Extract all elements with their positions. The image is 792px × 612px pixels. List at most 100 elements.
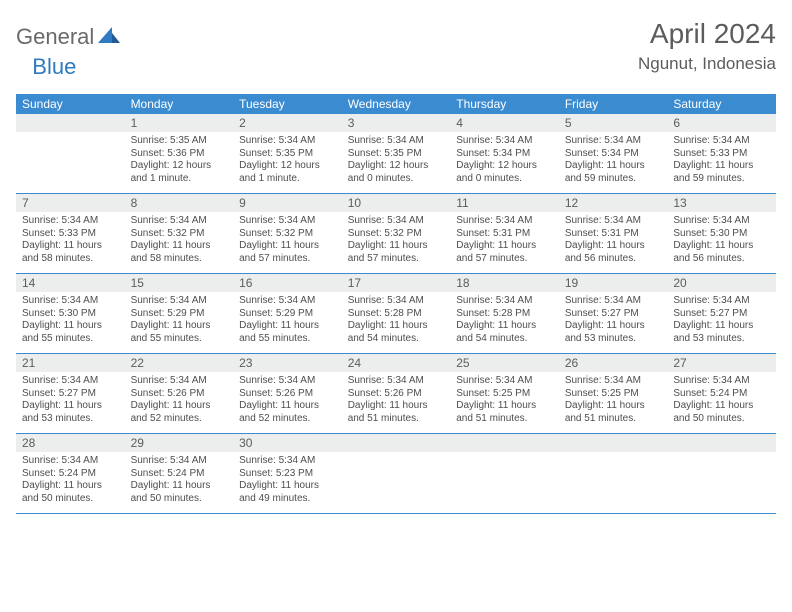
- calendar-week: 1Sunrise: 5:35 AMSunset: 5:36 PMDaylight…: [16, 114, 776, 194]
- logo-text-general: General: [16, 24, 94, 50]
- day-number: 15: [125, 274, 234, 292]
- calendar-week: 7Sunrise: 5:34 AMSunset: 5:33 PMDaylight…: [16, 194, 776, 274]
- day-number: 14: [16, 274, 125, 292]
- day-cell: [450, 434, 559, 514]
- sunset-text: Sunset: 5:33 PM: [673, 148, 770, 161]
- day-cell: [16, 114, 125, 194]
- sunset-text: Sunset: 5:29 PM: [239, 308, 336, 321]
- sunrise-text: Sunrise: 5:34 AM: [348, 295, 445, 308]
- logo-triangle-icon: [98, 27, 120, 48]
- sunset-text: Sunset: 5:24 PM: [22, 468, 119, 481]
- day-details: [342, 452, 451, 512]
- sunset-text: Sunset: 5:31 PM: [456, 228, 553, 241]
- day-number: 10: [342, 194, 451, 212]
- day-details: Sunrise: 5:34 AMSunset: 5:26 PMDaylight:…: [342, 372, 451, 433]
- day-details: Sunrise: 5:34 AMSunset: 5:34 PMDaylight:…: [450, 132, 559, 193]
- daylight-text: Daylight: 11 hours and 58 minutes.: [22, 240, 119, 265]
- sunset-text: Sunset: 5:26 PM: [131, 388, 228, 401]
- dow-saturday: Saturday: [667, 94, 776, 114]
- daylight-text: Daylight: 11 hours and 56 minutes.: [673, 240, 770, 265]
- daylight-text: Daylight: 11 hours and 57 minutes.: [239, 240, 336, 265]
- sunrise-text: Sunrise: 5:34 AM: [131, 455, 228, 468]
- sunset-text: Sunset: 5:24 PM: [673, 388, 770, 401]
- calendar-week: 28Sunrise: 5:34 AMSunset: 5:24 PMDayligh…: [16, 434, 776, 514]
- day-number: 13: [667, 194, 776, 212]
- sunrise-text: Sunrise: 5:34 AM: [348, 215, 445, 228]
- daylight-text: Daylight: 11 hours and 53 minutes.: [565, 320, 662, 345]
- day-details: [450, 452, 559, 512]
- calendar-page: General April 2024 Ngunut, Indonesia Gen…: [0, 0, 792, 524]
- month-title: April 2024: [638, 18, 776, 50]
- sunrise-text: Sunrise: 5:34 AM: [131, 215, 228, 228]
- day-number: 22: [125, 354, 234, 372]
- day-number: 3: [342, 114, 451, 132]
- daylight-text: Daylight: 12 hours and 0 minutes.: [348, 160, 445, 185]
- dow-thursday: Thursday: [450, 94, 559, 114]
- daylight-text: Daylight: 11 hours and 55 minutes.: [239, 320, 336, 345]
- day-number: [342, 434, 451, 452]
- day-number: 9: [233, 194, 342, 212]
- day-cell: 14Sunrise: 5:34 AMSunset: 5:30 PMDayligh…: [16, 274, 125, 354]
- daylight-text: Daylight: 11 hours and 54 minutes.: [456, 320, 553, 345]
- day-cell: 18Sunrise: 5:34 AMSunset: 5:28 PMDayligh…: [450, 274, 559, 354]
- day-number: 29: [125, 434, 234, 452]
- sunset-text: Sunset: 5:30 PM: [673, 228, 770, 241]
- sunrise-text: Sunrise: 5:34 AM: [22, 295, 119, 308]
- day-cell: 6Sunrise: 5:34 AMSunset: 5:33 PMDaylight…: [667, 114, 776, 194]
- day-number: 25: [450, 354, 559, 372]
- day-number: 8: [125, 194, 234, 212]
- sunset-text: Sunset: 5:26 PM: [239, 388, 336, 401]
- day-number: 27: [667, 354, 776, 372]
- day-details: Sunrise: 5:34 AMSunset: 5:29 PMDaylight:…: [125, 292, 234, 353]
- day-cell: 8Sunrise: 5:34 AMSunset: 5:32 PMDaylight…: [125, 194, 234, 274]
- sunset-text: Sunset: 5:26 PM: [348, 388, 445, 401]
- sunrise-text: Sunrise: 5:34 AM: [565, 375, 662, 388]
- day-details: Sunrise: 5:34 AMSunset: 5:27 PMDaylight:…: [16, 372, 125, 433]
- sunrise-text: Sunrise: 5:34 AM: [565, 295, 662, 308]
- dow-tuesday: Tuesday: [233, 94, 342, 114]
- day-details: Sunrise: 5:34 AMSunset: 5:33 PMDaylight:…: [16, 212, 125, 273]
- sunset-text: Sunset: 5:23 PM: [239, 468, 336, 481]
- sunset-text: Sunset: 5:31 PM: [565, 228, 662, 241]
- day-details: Sunrise: 5:34 AMSunset: 5:28 PMDaylight:…: [450, 292, 559, 353]
- sunrise-text: Sunrise: 5:34 AM: [131, 375, 228, 388]
- day-cell: 24Sunrise: 5:34 AMSunset: 5:26 PMDayligh…: [342, 354, 451, 434]
- daylight-text: Daylight: 11 hours and 51 minutes.: [565, 400, 662, 425]
- sunrise-text: Sunrise: 5:34 AM: [673, 295, 770, 308]
- sunset-text: Sunset: 5:27 PM: [22, 388, 119, 401]
- sunrise-text: Sunrise: 5:34 AM: [239, 215, 336, 228]
- sunrise-text: Sunrise: 5:34 AM: [239, 375, 336, 388]
- day-number: 1: [125, 114, 234, 132]
- sunrise-text: Sunrise: 5:34 AM: [22, 455, 119, 468]
- day-cell: 22Sunrise: 5:34 AMSunset: 5:26 PMDayligh…: [125, 354, 234, 434]
- day-number: 26: [559, 354, 668, 372]
- day-cell: 16Sunrise: 5:34 AMSunset: 5:29 PMDayligh…: [233, 274, 342, 354]
- day-details: [16, 132, 125, 192]
- calendar-table: Sunday Monday Tuesday Wednesday Thursday…: [16, 94, 776, 514]
- day-cell: 11Sunrise: 5:34 AMSunset: 5:31 PMDayligh…: [450, 194, 559, 274]
- day-cell: 29Sunrise: 5:34 AMSunset: 5:24 PMDayligh…: [125, 434, 234, 514]
- day-number: 6: [667, 114, 776, 132]
- day-details: [559, 452, 668, 512]
- day-details: Sunrise: 5:34 AMSunset: 5:33 PMDaylight:…: [667, 132, 776, 193]
- daylight-text: Daylight: 11 hours and 55 minutes.: [22, 320, 119, 345]
- day-number: [450, 434, 559, 452]
- day-cell: [667, 434, 776, 514]
- sunset-text: Sunset: 5:34 PM: [565, 148, 662, 161]
- day-number: 17: [342, 274, 451, 292]
- daylight-text: Daylight: 12 hours and 1 minute.: [131, 160, 228, 185]
- day-details: Sunrise: 5:34 AMSunset: 5:31 PMDaylight:…: [559, 212, 668, 273]
- day-cell: 1Sunrise: 5:35 AMSunset: 5:36 PMDaylight…: [125, 114, 234, 194]
- daylight-text: Daylight: 11 hours and 50 minutes.: [22, 480, 119, 505]
- day-cell: 28Sunrise: 5:34 AMSunset: 5:24 PMDayligh…: [16, 434, 125, 514]
- day-cell: 4Sunrise: 5:34 AMSunset: 5:34 PMDaylight…: [450, 114, 559, 194]
- daylight-text: Daylight: 11 hours and 53 minutes.: [673, 320, 770, 345]
- daylight-text: Daylight: 11 hours and 58 minutes.: [131, 240, 228, 265]
- day-number: [16, 114, 125, 132]
- sunset-text: Sunset: 5:35 PM: [348, 148, 445, 161]
- daylight-text: Daylight: 11 hours and 50 minutes.: [673, 400, 770, 425]
- day-details: Sunrise: 5:34 AMSunset: 5:32 PMDaylight:…: [233, 212, 342, 273]
- day-number: 24: [342, 354, 451, 372]
- sunrise-text: Sunrise: 5:34 AM: [456, 375, 553, 388]
- daylight-text: Daylight: 11 hours and 51 minutes.: [348, 400, 445, 425]
